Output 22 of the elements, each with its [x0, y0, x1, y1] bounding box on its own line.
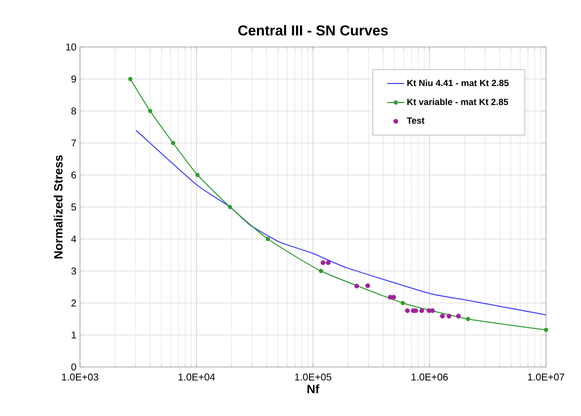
x-tick-label: 1.0E+03 [62, 374, 98, 381]
x-tick-label: 1.0E+04 [178, 374, 215, 381]
y-tick-label: 1 [72, 332, 76, 338]
y-tick-label: 2 [71, 300, 76, 306]
x-tick-label: 1.0E+06 [412, 374, 448, 381]
y-tick-label: 8 [71, 107, 76, 115]
y-tick-label: 10 [66, 43, 76, 51]
y-tick-label: 5 [71, 204, 76, 210]
legend-label: Kt variable - mat Kt 2.85 [407, 98, 508, 106]
chart-title: Central III - SN Curves [238, 24, 388, 36]
x-tick-label: 1.0E+07 [528, 374, 564, 381]
y-tick-label: 7 [71, 140, 76, 146]
legend-label: Kt Niu 4.41 - mat Kt 2.85 [407, 80, 509, 86]
y-tick-label: 4 [71, 236, 76, 242]
y-tick-label: 9 [71, 75, 76, 83]
y-tick-label: 0 [71, 363, 76, 371]
legend-label: Test [406, 117, 424, 124]
y-tick-label: 6 [71, 171, 76, 179]
x-tick-label: 1.0E+05 [295, 374, 332, 381]
x-axis-title: Nf [308, 384, 320, 394]
y-tick-label: 3 [71, 267, 76, 275]
y-axis-title: Normalized Stress [54, 155, 63, 258]
